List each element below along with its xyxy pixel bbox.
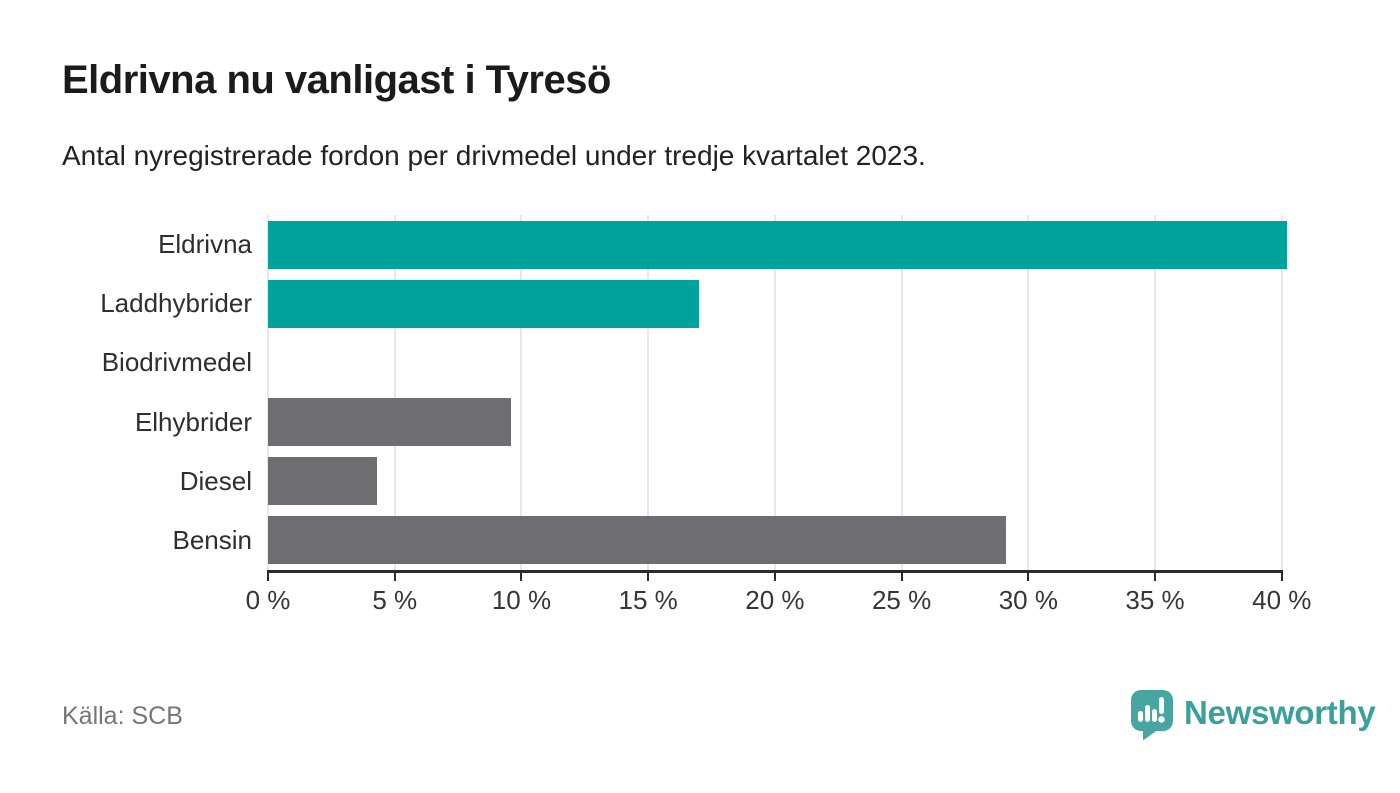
bar-laddhybrider — [268, 279, 699, 328]
plot-area: 0 % 5 % 10 % 15 % 20 % 25 % 30 % 35 % 40 % — [246, 215, 1316, 615]
bar-chart: Eldrivna Laddhybrider Biodrivmedel Elhybrid… — [62, 215, 1338, 635]
category-label-elhybrider: Elhybrider — [134, 406, 252, 437]
source-note: Källa: SCB — [62, 702, 183, 730]
x-axis-tick — [520, 570, 523, 581]
bar-eldrivna — [268, 220, 1287, 269]
x-axis-tick-label: 0 % — [245, 585, 291, 615]
newsworthy-logo: Newsworthy — [1130, 689, 1376, 742]
gridline — [1280, 215, 1283, 570]
category-label-diesel: Diesel — [179, 465, 252, 496]
x-axis-tick — [1027, 570, 1030, 581]
bar-bensin — [268, 516, 1006, 565]
x-axis-tick-label: 30 % — [998, 585, 1058, 615]
x-axis-tick-label: 20 % — [745, 585, 805, 615]
newsworthy-logo-text: Newsworthy — [1184, 694, 1376, 731]
x-axis-tick — [393, 570, 396, 581]
x-axis-tick-label: 25 % — [871, 585, 932, 615]
x-axis-tick-label: 15 % — [618, 585, 678, 615]
category-axis: Eldrivna Laddhybrider Biodrivmedel Elhybrid… — [62, 215, 268, 570]
gridline — [647, 215, 650, 570]
gridline — [520, 215, 523, 570]
category-label-eldrivna: Eldrivna — [158, 229, 252, 260]
x-axis-tick — [647, 570, 650, 581]
x-axis-tick — [267, 570, 269, 581]
gridline — [267, 215, 269, 570]
bar-elhybrider — [268, 398, 512, 447]
bar-diesel — [268, 457, 377, 506]
gridline — [393, 215, 396, 570]
chart-subtitle: Antal nyregistrerade fordon per drivmede… — [62, 140, 926, 171]
gridline — [1027, 215, 1030, 570]
x-axis-tick — [773, 570, 776, 581]
category-label-laddhybrider: Laddhybrider — [100, 288, 252, 319]
x-axis-tick — [900, 570, 903, 581]
category-label-biodrivmedel: Biodrivmedel — [101, 347, 252, 378]
gridline — [1154, 215, 1157, 570]
x-axis-tick — [1154, 570, 1157, 581]
x-axis-tick-label: 40 % — [1252, 585, 1312, 615]
gridline — [900, 215, 903, 570]
category-label-bensin: Bensin — [172, 524, 253, 555]
x-axis-tick — [1280, 570, 1283, 581]
x-axis-tick-label: 5 % — [372, 585, 418, 615]
gridline — [773, 215, 776, 570]
x-axis-tick-label: 10 % — [491, 585, 552, 615]
x-axis-tick-label: 35 % — [1125, 585, 1185, 615]
bar-chart-speech-bubble-icon — [1131, 690, 1173, 741]
page-title: Eldrivna nu vanligast i Tyresö — [62, 58, 611, 102]
